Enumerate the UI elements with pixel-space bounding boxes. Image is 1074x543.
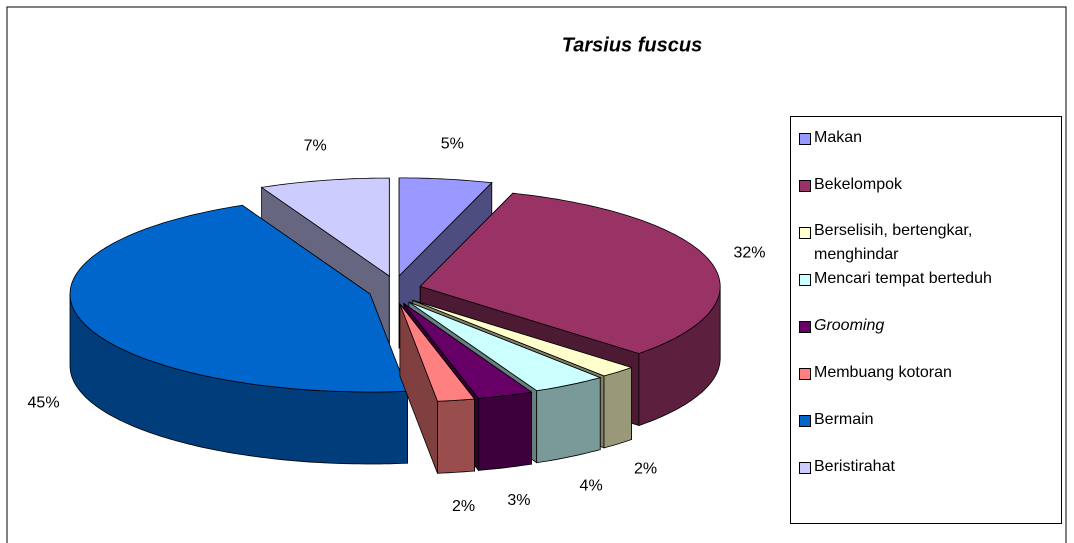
slice-wall [437,398,475,474]
slice-wall [536,377,601,464]
slice [69,204,409,393]
legend-swatch [799,415,811,427]
legend: Makan Bekelompok Berselisih, bertengkar, m… [790,116,1062,524]
legend-label: Bekelompok [814,176,903,193]
data-label: 4% [580,478,603,495]
data-label: 3% [507,492,530,509]
slice [398,177,493,277]
slice-wall [603,366,632,449]
legend-label: Berselisih, bertengkar, menghindar [814,222,973,263]
chart-title: Tarsius fuscus [562,34,702,56]
legend-label: Makan [814,129,863,146]
legend-swatch [799,133,811,145]
legend-entry: Bekelompok [799,172,1061,219]
legend-entry: Berselisih, bertengkar, menghindar [799,219,1061,266]
legend-swatch [799,274,811,286]
legend-entry: Makan [799,125,1061,172]
legend-swatch [799,321,811,333]
legend-label: Beristirahat [814,458,895,475]
slice [399,303,476,402]
data-label: 2% [634,461,657,478]
legend-label: Grooming [814,317,885,334]
legend-swatch [799,227,811,239]
legend-entry: Membuang kotoran [799,360,1061,407]
data-label: 32% [733,245,765,262]
data-label: 7% [304,137,327,154]
legend-label: Mencari tempat berteduh [814,270,992,287]
legend-entry: Beristirahat [799,454,1061,501]
slice [408,301,602,392]
slice [419,192,721,354]
slice [412,300,633,377]
legend-entry: Mencari tempat berteduh [799,266,1061,313]
data-label: 2% [452,498,475,515]
chart-frame [6,6,1067,543]
legend-swatch [799,180,811,192]
legend-entry: Bermain [799,407,1061,454]
data-label: 5% [441,136,464,153]
slice [403,303,533,399]
legend-label: Bermain [814,411,874,428]
legend-swatch [799,462,811,474]
legend-entry: Grooming [799,313,1061,360]
data-label: 45% [28,394,60,411]
slice-wall [478,391,532,471]
slice [260,177,390,277]
legend-swatch [799,368,811,380]
legend-label: Membuang kotoran [814,364,952,381]
